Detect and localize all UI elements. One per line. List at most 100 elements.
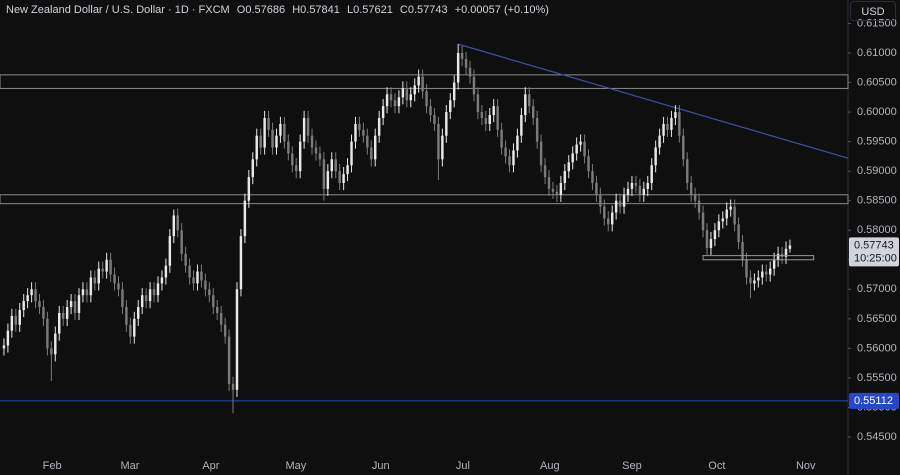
candle-body: [97, 268, 100, 284]
candle-body: [417, 76, 420, 86]
candle-body: [121, 289, 124, 308]
candle-body: [73, 301, 77, 313]
candle-body: [729, 206, 732, 210]
candle-body: [539, 141, 543, 166]
candle-body: [54, 333, 57, 355]
candle-body: [172, 215, 176, 237]
candle-body: [642, 188, 646, 195]
candle-body: [279, 123, 282, 136]
candle-body: [638, 185, 642, 195]
candle-body: [508, 156, 511, 166]
candle-body: [235, 289, 239, 390]
candle-body: [117, 283, 120, 290]
candle-body: [670, 117, 673, 130]
candle-body: [330, 159, 333, 172]
x-tick-label: Jul: [456, 460, 470, 472]
candle-body: [34, 289, 37, 302]
last-price-label: 0.57743: [854, 239, 894, 251]
currency-button[interactable]: USD: [850, 1, 896, 21]
y-tick-label: 0.54500: [857, 431, 897, 443]
candle-body: [441, 135, 444, 160]
candle-body: [634, 182, 638, 186]
candle-body: [346, 165, 349, 175]
candle-body: [587, 156, 590, 172]
ohlc-value: 0.57743: [407, 4, 448, 16]
candle-body: [397, 97, 401, 107]
candle-body: [275, 135, 278, 148]
candle-body: [689, 182, 693, 195]
candle-body: [737, 224, 740, 243]
candle-body: [295, 165, 298, 172]
candle-body: [745, 259, 748, 278]
candle-body: [425, 91, 428, 107]
candle-body: [137, 307, 140, 319]
candle-body: [204, 280, 207, 290]
candle-body: [6, 330, 10, 346]
candle-body: [180, 230, 183, 254]
candle-body: [370, 147, 373, 160]
x-tick-label: May: [285, 460, 306, 472]
candle-body: [385, 94, 389, 107]
candle-body: [468, 67, 472, 77]
candle-body: [682, 135, 685, 160]
candle-body: [654, 147, 657, 166]
candle-body: [188, 265, 191, 278]
y-tick-label: 0.57000: [857, 283, 897, 295]
candle-body: [717, 221, 721, 231]
candle-body: [271, 129, 274, 148]
ohlc-value: 0.57621: [353, 4, 393, 16]
candle-body: [358, 123, 361, 130]
candle-body: [535, 117, 539, 142]
candle-body: [524, 94, 527, 116]
y-tick-label: 0.60000: [857, 106, 897, 118]
candle-body: [192, 277, 195, 284]
candle-body: [757, 277, 760, 281]
candle-body: [460, 52, 464, 59]
candle-body: [603, 206, 606, 219]
candle-body: [630, 182, 634, 189]
candle-body: [559, 182, 563, 195]
candle-body: [243, 200, 247, 237]
candle-body: [749, 277, 752, 284]
candle-body: [567, 162, 570, 172]
candle-body: [575, 144, 578, 154]
candle-body: [662, 123, 665, 136]
candle-body: [456, 52, 460, 83]
symbol: New Zealand Dollar / U.S. Dollar · 1D · …: [6, 4, 230, 16]
candle-body: [322, 159, 326, 189]
candle-body: [160, 277, 164, 284]
candle-body: [693, 194, 697, 201]
candle-body: [484, 117, 488, 124]
candle-body: [58, 312, 61, 334]
candle-body: [14, 315, 18, 325]
candle-body: [61, 312, 65, 319]
candle-body: [251, 159, 255, 178]
candle-body: [219, 312, 223, 325]
candle-body: [81, 289, 85, 296]
candle-body: [401, 88, 405, 98]
candle-body: [212, 295, 215, 308]
candle-body: [263, 117, 266, 148]
candle-body: [354, 123, 357, 142]
ohlc-key: C: [399, 4, 408, 16]
candle-body: [520, 115, 523, 136]
candle-body: [89, 277, 93, 296]
candle-body: [164, 265, 168, 278]
candle-body: [709, 239, 713, 248]
candle-body: [492, 106, 495, 116]
ohlc-key: L: [346, 4, 354, 16]
candle-body: [705, 230, 709, 248]
candle-body: [528, 94, 531, 107]
candle-body: [666, 123, 669, 130]
price-label-bg: [849, 237, 899, 267]
candle-body: [326, 171, 330, 189]
x-tick-label: Oct: [708, 460, 725, 472]
candle-body: [334, 159, 337, 172]
candle-body: [488, 115, 491, 124]
candle-body: [686, 159, 689, 183]
ohlc-key: H: [292, 4, 301, 16]
candle-body: [753, 280, 756, 284]
y-tick-label: 0.60500: [857, 76, 897, 88]
candle-body: [200, 271, 203, 281]
